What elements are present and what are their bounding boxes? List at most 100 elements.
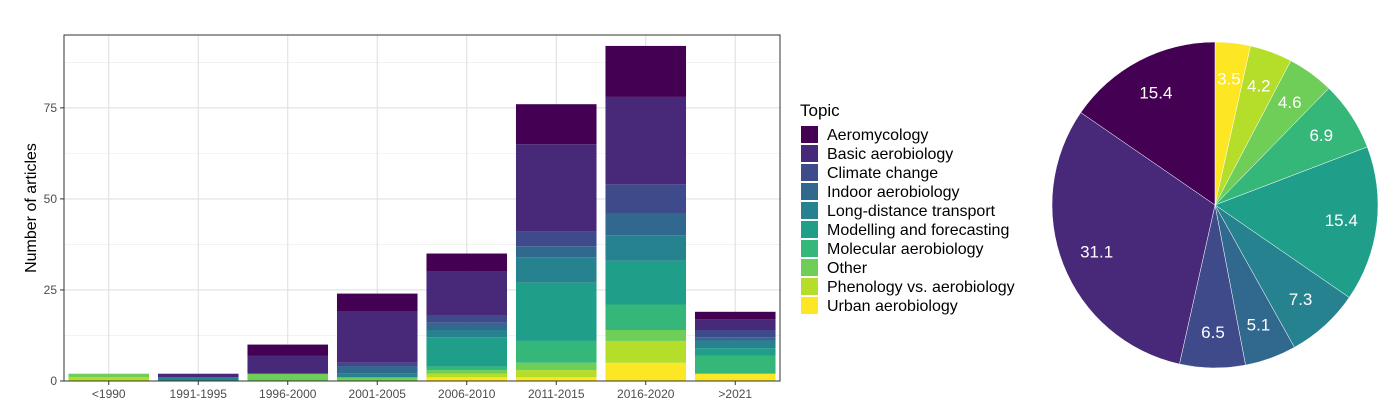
y-tick-label: 0 xyxy=(50,374,57,388)
bar-segment xyxy=(694,337,776,341)
pie-slice-label: 3.5 xyxy=(1217,70,1241,89)
bar-segment xyxy=(515,104,597,145)
legend-label: Basic aerobiology xyxy=(827,146,953,163)
x-tick-label: <1990 xyxy=(92,387,126,401)
legend-swatch xyxy=(801,259,818,276)
legend-title: Topic xyxy=(800,101,840,120)
bar-segment xyxy=(605,96,687,185)
bar-segment xyxy=(694,311,776,320)
legend-swatch xyxy=(801,202,818,219)
plot-border xyxy=(63,34,781,382)
pie-slice-label: 6.5 xyxy=(1201,323,1225,342)
bar-segment xyxy=(157,373,239,378)
x-tick-label: 2001-2005 xyxy=(349,387,407,401)
y-tick-label: 50 xyxy=(44,192,58,206)
bar-segment xyxy=(515,370,597,378)
legend-label: Indoor aerobiology xyxy=(827,184,960,201)
bar-segment xyxy=(605,362,687,381)
bar-segment xyxy=(426,366,508,371)
bar-segment xyxy=(694,319,776,331)
bar-segment xyxy=(694,340,776,349)
pie-slice-label: 5.1 xyxy=(1247,315,1271,334)
bar-segment xyxy=(426,322,508,331)
pie-slice xyxy=(1080,41,1216,206)
bar-segment xyxy=(336,377,418,381)
bar-segment xyxy=(426,373,508,378)
pie-slice-label: 4.6 xyxy=(1278,93,1302,112)
bar-segment xyxy=(694,348,776,356)
pie-slice xyxy=(1214,146,1379,298)
pie-slice-label: 4.2 xyxy=(1247,77,1271,96)
bar-segment xyxy=(68,373,150,378)
bar-segment xyxy=(426,315,508,323)
legend-swatch xyxy=(801,240,818,257)
bar-segment xyxy=(68,377,150,381)
bar-segment xyxy=(515,246,597,258)
legend-label: Urban aerobiology xyxy=(827,298,958,315)
bar-segment xyxy=(694,373,776,381)
bar-segment xyxy=(515,362,597,371)
bar-segment xyxy=(515,282,597,341)
bar-segment xyxy=(605,304,687,331)
bar-segment xyxy=(605,213,687,236)
bar-segment xyxy=(426,370,508,374)
bar-segment xyxy=(247,373,329,381)
bar-segment xyxy=(515,257,597,283)
bar-segment xyxy=(515,231,597,247)
legend-swatch xyxy=(801,278,818,295)
bar-segment xyxy=(694,330,776,338)
bar-segment xyxy=(247,355,329,374)
x-tick-label: >2021 xyxy=(718,387,752,401)
bar-segment xyxy=(515,340,597,363)
bar-segment xyxy=(336,362,418,367)
x-tick-label: 1996-2000 xyxy=(259,387,317,401)
bar-segment xyxy=(336,293,418,312)
bar-segment xyxy=(605,184,687,214)
pie-slice-label: 31.1 xyxy=(1080,242,1113,261)
bar-chart-panel: 0 25 50 75 <1990 1991-1995 1996-2000 2001-2005 2… xyxy=(23,34,781,401)
pie-chart: 3.5 4.2 4.6 6.9 15.4 7.3 5.1 6.5 31.1 15.4 xyxy=(1051,41,1379,369)
pie-slice-label: 15.4 xyxy=(1139,83,1172,102)
legend-label: Long-distance transport xyxy=(827,203,996,220)
legend-swatch xyxy=(801,126,818,143)
legend-swatch xyxy=(801,221,818,238)
legend-label: Molecular aerobiology xyxy=(827,241,984,258)
pie-slice-label: 7.3 xyxy=(1289,290,1313,309)
legend-label: Aeromycology xyxy=(827,127,928,144)
bar-segment xyxy=(426,271,508,316)
y-tick-label: 25 xyxy=(44,283,58,297)
bar-segment xyxy=(605,340,687,363)
x-tick-label: 2016-2020 xyxy=(617,387,675,401)
legend-label: Other xyxy=(827,260,868,277)
x-tick-label: 2006-2010 xyxy=(438,387,496,401)
bar-segment xyxy=(336,366,418,374)
y-axis-title: Number of articles xyxy=(23,143,40,273)
legend-label: Climate change xyxy=(827,165,938,182)
bar-segment xyxy=(426,330,508,338)
bar-segment xyxy=(336,311,418,363)
bar-segment xyxy=(605,235,687,261)
bar-segment xyxy=(157,377,239,381)
bar-segment xyxy=(515,377,597,381)
x-tick-label: 1991-1995 xyxy=(170,387,228,401)
pie-slice xyxy=(1051,112,1216,365)
y-tick-label: 75 xyxy=(44,101,58,115)
bar-segment xyxy=(605,330,687,341)
pie-slice-label: 15.4 xyxy=(1325,211,1358,230)
x-tick-label: 2011-2015 xyxy=(528,387,585,401)
bar-segment xyxy=(247,344,329,356)
legend-swatch xyxy=(801,164,818,181)
pie-slice-label: 6.9 xyxy=(1309,126,1333,145)
bar-segment xyxy=(694,355,776,374)
legend: Topic Aeromycology Basic aerobiology Climat… xyxy=(800,101,1015,315)
bar-segment xyxy=(426,253,508,272)
bar-segment xyxy=(426,337,508,367)
bar-segment xyxy=(605,260,687,305)
legend-label: Phenology vs. aerobiology xyxy=(827,279,1015,296)
legend-swatch xyxy=(801,145,818,162)
legend-label: Modelling and forecasting xyxy=(827,222,1009,239)
legend-swatch xyxy=(801,297,818,314)
legend-swatch xyxy=(801,183,818,200)
